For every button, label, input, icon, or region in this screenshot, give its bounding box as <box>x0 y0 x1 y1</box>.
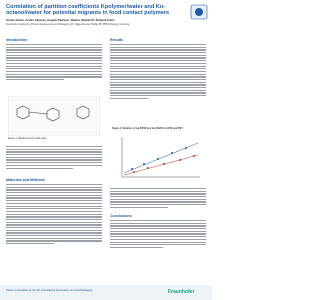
footer-text: Poster presentation at the 6th Internati… <box>6 289 93 292</box>
paragraph <box>6 44 102 81</box>
section-heading: Results <box>110 38 123 42</box>
figure-caption: Figure 1: Migrants used in this study <box>8 137 47 140</box>
paragraph <box>6 184 102 245</box>
paragraph <box>110 188 206 209</box>
section-heading: Conclusions <box>110 214 132 218</box>
scatter-figure <box>121 137 200 178</box>
section-heading: Introduction <box>6 38 27 42</box>
structure-figure <box>8 96 100 136</box>
poster: Correlation of partition coefficients Kp… <box>0 4 212 300</box>
affiliation: Fraunhofer Institute for Process Enginee… <box>6 23 130 26</box>
footer-logo: Fraunhofer <box>168 289 195 295</box>
logo-mark <box>190 4 208 20</box>
figure-caption: Figure 2: Relation of log KP/W and log K… <box>112 127 183 130</box>
authors: André Oeste, Armin Stenzel, Angela Stürm… <box>6 18 115 22</box>
title: Correlation of partition coefficients Kp… <box>6 4 170 17</box>
section-heading: Materials and Methods <box>6 178 45 182</box>
footer <box>0 285 212 300</box>
paragraph <box>110 220 206 249</box>
paragraph <box>6 146 102 169</box>
paragraph <box>110 44 206 100</box>
